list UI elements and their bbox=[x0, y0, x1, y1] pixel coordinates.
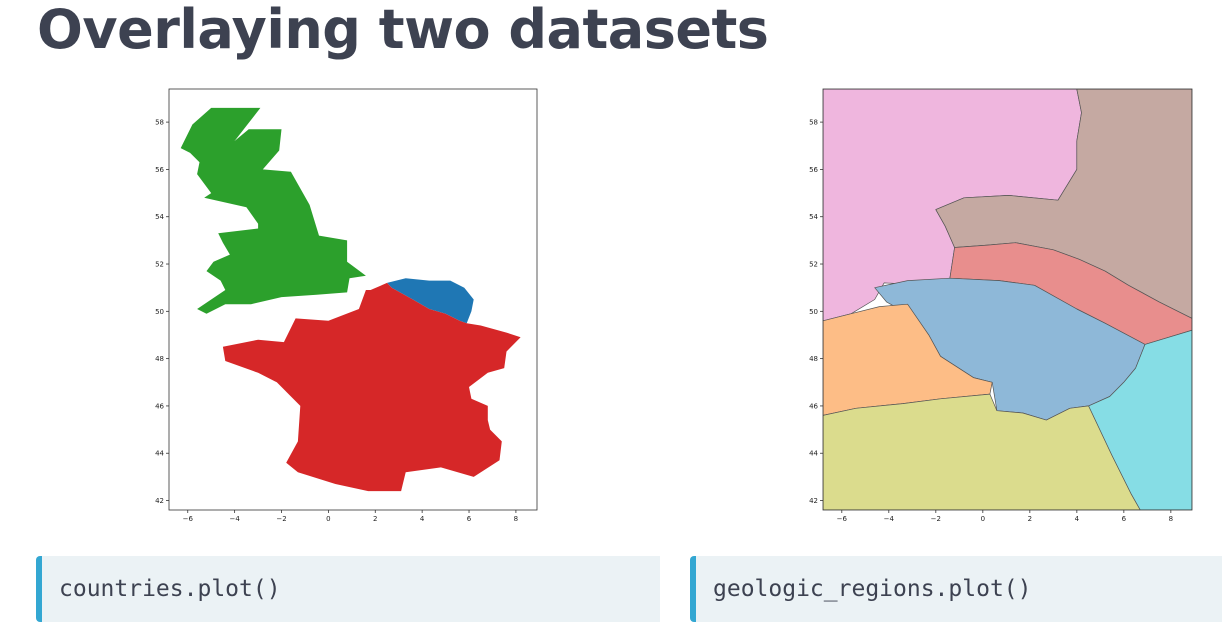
countries-x-tick-label: 0 bbox=[326, 515, 330, 523]
geologic-y-tick-label: 58 bbox=[809, 119, 818, 127]
geologic-y-tick-label: 46 bbox=[809, 402, 818, 410]
countries-x-tick-label: −6 bbox=[183, 515, 194, 523]
geologic-x-tick-label: 8 bbox=[1169, 515, 1173, 523]
geologic-x-tick-label: 6 bbox=[1122, 515, 1127, 523]
countries-polygon-1 bbox=[180, 107, 366, 314]
countries-y-tick-label: 48 bbox=[155, 355, 164, 363]
countries-x-tick-label: 2 bbox=[373, 515, 377, 523]
geologic-y-tick-label: 50 bbox=[809, 308, 818, 316]
countries-axes-frame bbox=[168, 88, 538, 511]
geologic-y-tick-label: 44 bbox=[809, 450, 818, 458]
countries-x-tick-label: −4 bbox=[229, 515, 240, 523]
geologic-x-tick-label: 4 bbox=[1075, 515, 1080, 523]
countries-y-tick-label: 54 bbox=[155, 213, 164, 221]
code-block-countries: countries.plot() bbox=[36, 556, 660, 622]
countries-y-tick-label: 44 bbox=[155, 450, 164, 458]
countries-polygon-2 bbox=[387, 278, 474, 324]
countries-x-tick-label: 6 bbox=[467, 515, 472, 523]
countries-y-tick-label: 50 bbox=[155, 308, 164, 316]
geologic-axes-frame bbox=[822, 88, 1193, 511]
countries-x-tick-label: 8 bbox=[514, 515, 518, 523]
code-text-geologic-regions-plot: geologic_regions.plot() bbox=[713, 576, 1032, 602]
slide-title: Overlaying two datasets bbox=[37, 0, 769, 61]
countries-y-tick-label: 56 bbox=[155, 166, 164, 174]
code-block-geologic-regions: geologic_regions.plot() bbox=[690, 556, 1222, 622]
countries-y-tick-label: 52 bbox=[155, 261, 164, 269]
geologic-y-tick-label: 42 bbox=[809, 497, 818, 505]
code-text-countries-plot: countries.plot() bbox=[59, 576, 281, 602]
countries-x-tick-label: −2 bbox=[276, 515, 286, 523]
geologic-y-tick-label: 54 bbox=[809, 213, 818, 221]
geologic-x-tick-label: 2 bbox=[1028, 515, 1032, 523]
countries-y-tick-label: 58 bbox=[155, 119, 164, 127]
countries-y-tick-label: 42 bbox=[155, 497, 164, 505]
countries-x-tick-label: 4 bbox=[420, 515, 425, 523]
geologic-polygon-7 bbox=[1088, 329, 1192, 510]
geologic-y-tick-label: 48 bbox=[809, 355, 818, 363]
geologic-polygons bbox=[823, 89, 1192, 510]
countries-polygons bbox=[180, 107, 521, 492]
geologic-y-tick-label: 52 bbox=[809, 261, 818, 269]
geologic-x-tick-label: −6 bbox=[837, 515, 848, 523]
geologic-x-tick-label: −4 bbox=[884, 515, 895, 523]
geologic-y-tick-label: 56 bbox=[809, 166, 818, 174]
geologic-x-tick-label: −2 bbox=[931, 515, 941, 523]
countries-polygon-3 bbox=[222, 282, 521, 492]
countries-y-tick-label: 46 bbox=[155, 402, 164, 410]
geologic-x-tick-label: 0 bbox=[981, 515, 985, 523]
